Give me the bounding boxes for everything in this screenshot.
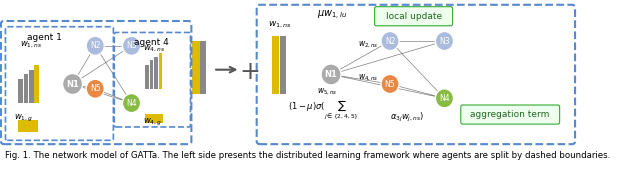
Circle shape [63,74,83,94]
Bar [154,57,158,89]
Circle shape [381,74,399,94]
Text: N5: N5 [90,84,100,93]
Text: N5: N5 [385,80,396,89]
Text: $w_{4,ns}$: $w_{4,ns}$ [143,44,166,54]
Bar [145,65,148,89]
Bar [24,74,28,103]
Text: Fig. 1. The network model of GATTa. The left side presents the distributed learn: Fig. 1. The network model of GATTa. The … [4,151,610,160]
Text: +: + [239,60,260,84]
Circle shape [122,36,141,55]
Text: agent 1: agent 1 [28,33,62,42]
Bar [272,36,280,94]
Bar [145,114,163,123]
Bar [18,79,22,103]
Text: local update: local update [385,12,442,21]
Text: aggregation term: aggregation term [470,110,549,119]
Bar [159,53,163,89]
Text: agent 4: agent 4 [134,38,169,47]
Text: N1: N1 [66,80,79,89]
Text: $\alpha_{3j}w_{j,ns})$: $\alpha_{3j}w_{j,ns})$ [390,111,424,124]
Bar [192,41,200,94]
Circle shape [122,94,141,113]
Text: N4: N4 [126,99,137,108]
Text: $\mu w_{1,lu}$: $\mu w_{1,lu}$ [317,9,348,22]
Circle shape [86,79,104,98]
Text: $w_{5,ns}$: $w_{5,ns}$ [317,87,338,97]
Text: $w_{1,ns}$: $w_{1,ns}$ [268,20,291,30]
Text: $w_{4,g}$: $w_{4,g}$ [143,117,163,128]
Text: $w_{4,ns}$: $w_{4,ns}$ [358,73,379,83]
Bar [18,120,38,132]
Text: N3: N3 [126,41,137,50]
Circle shape [321,64,341,85]
Circle shape [86,36,104,55]
Circle shape [381,31,399,51]
Text: $w_{2,ns}$: $w_{2,ns}$ [358,39,379,49]
Text: N2: N2 [385,37,396,45]
Circle shape [435,31,454,51]
Bar [150,60,154,89]
Bar [29,70,33,103]
FancyBboxPatch shape [374,7,452,26]
Text: $w_{1,ns}$: $w_{1,ns}$ [20,39,42,49]
Text: N4: N4 [439,94,450,103]
Text: $(1-\mu)\sigma(\sum_{j\in\{2,4,5\}}$: $(1-\mu)\sigma(\sum_{j\in\{2,4,5\}}$ [289,99,360,122]
Bar [200,41,206,94]
Circle shape [435,89,454,108]
Bar [35,65,39,103]
FancyBboxPatch shape [461,105,559,124]
Text: N3: N3 [439,37,450,45]
Text: N1: N1 [324,70,337,79]
Bar [280,36,285,94]
Text: N2: N2 [90,41,100,50]
Text: $w_{1,g}$: $w_{1,g}$ [13,113,33,124]
